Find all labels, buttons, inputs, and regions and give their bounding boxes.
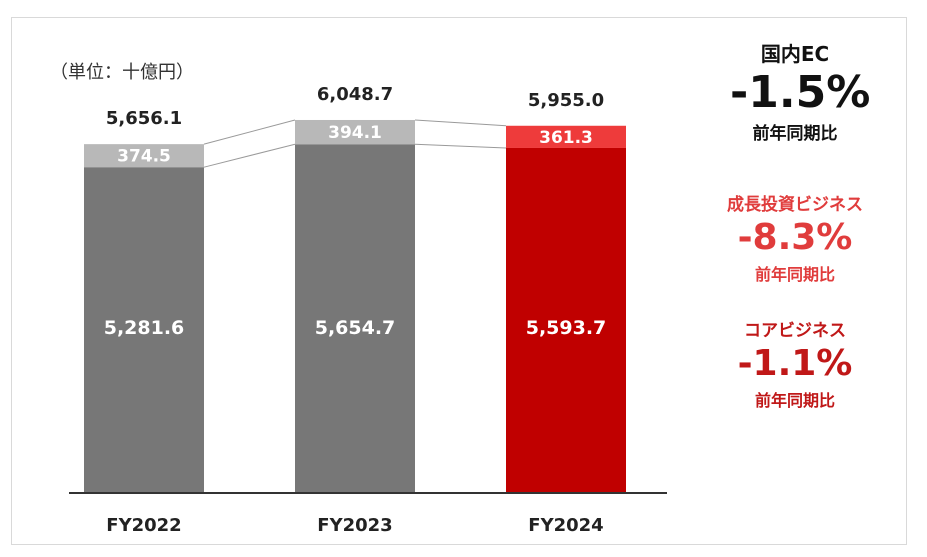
core-value-label: 5,593.7 [526,317,607,339]
core-value-label: 5,281.6 [104,317,185,339]
annotation-core: コアビジネス -1.1% 前年同期比 [727,316,863,411]
unit-label: （単位：十億円） [50,62,194,83]
growth-value-label: 361.3 [539,128,593,148]
annotation-sub: 前年同期比 [754,391,835,410]
growth-bar [295,119,415,145]
annotation-title: 国内EC [760,42,830,66]
annotation-title: コアビジネス [744,321,846,341]
bar-chart: 5,656.1 374.5 5,281.6 FY2022 6,048.7 394.1 5,6… [69,84,667,536]
growth-bar [506,125,626,148]
connector-line [203,119,296,145]
core-bar [84,167,204,492]
connector-line [414,143,507,149]
connector-line [414,119,507,127]
category-label: FY2024 [528,515,603,536]
annotation-sub: 前年同期比 [754,265,835,284]
annotation-sub: 前年同期比 [752,124,838,144]
total-label: 5,656.1 [106,108,182,129]
total-label: 5,955.0 [528,90,604,111]
core-value-label: 5,654.7 [315,317,396,339]
growth-value-label: 394.1 [328,123,382,143]
connector-line [203,143,296,168]
category-label: FY2023 [317,515,392,536]
annotation-value: -8.3% [737,217,853,258]
growth-bar [84,144,204,168]
annotation-value: -1.5% [730,67,871,118]
annotation-growth: 成長投資ビジネス -8.3% 前年同期比 [707,190,883,285]
annotation-title: 成長投資ビジネス [727,195,863,215]
category-label: FY2022 [106,515,181,536]
core-bar [295,144,415,492]
annotation-value: -1.1% [737,343,853,384]
total-label: 6,048.7 [317,84,393,105]
chart-frame: （単位：十億円） 5,656.1 374.5 5,281.6 FY2022 6,048.… [11,17,907,545]
core-bar [506,147,626,492]
annotation-domestic-ec: 国内EC -1.5% 前年同期比 [730,38,871,144]
growth-value-label: 374.5 [117,147,171,167]
